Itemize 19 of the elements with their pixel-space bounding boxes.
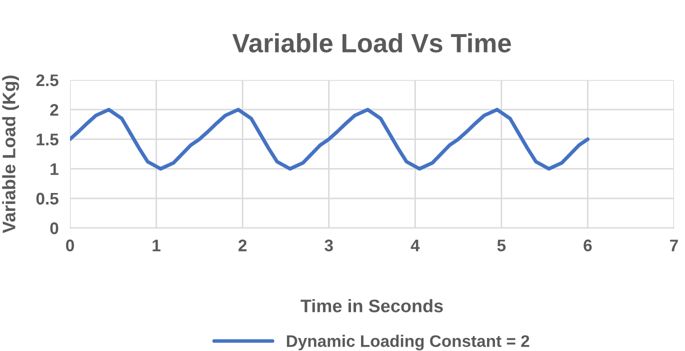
y-tick-label: 0.5 xyxy=(36,192,58,205)
x-tick-label: 7 xyxy=(670,240,678,252)
y-tick-label: 1 xyxy=(50,163,58,175)
y-tick-label: 0 xyxy=(50,222,58,234)
x-tick-label: 5 xyxy=(497,240,506,252)
x-tick-label: 4 xyxy=(410,240,420,252)
x-tick-label: 2 xyxy=(238,240,247,252)
y-tick-label: 2.5 xyxy=(36,74,58,86)
legend-label: Dynamic Loading Constant = 2 xyxy=(286,334,530,350)
x-tick-label: 3 xyxy=(324,240,333,252)
x-tick-label: 0 xyxy=(66,240,74,252)
x-tick-label: 6 xyxy=(584,240,592,252)
y-tick-label: 2 xyxy=(50,104,58,116)
x-tick-label: 1 xyxy=(152,240,160,252)
line-series xyxy=(70,108,590,171)
x-axis-title: Time in Seconds xyxy=(300,299,443,312)
chart-title: Variable Load Vs Time xyxy=(232,33,511,52)
y-axis-title: Variable Load (Kg) xyxy=(2,76,20,234)
y-tick-label: 1.5 xyxy=(36,134,58,146)
